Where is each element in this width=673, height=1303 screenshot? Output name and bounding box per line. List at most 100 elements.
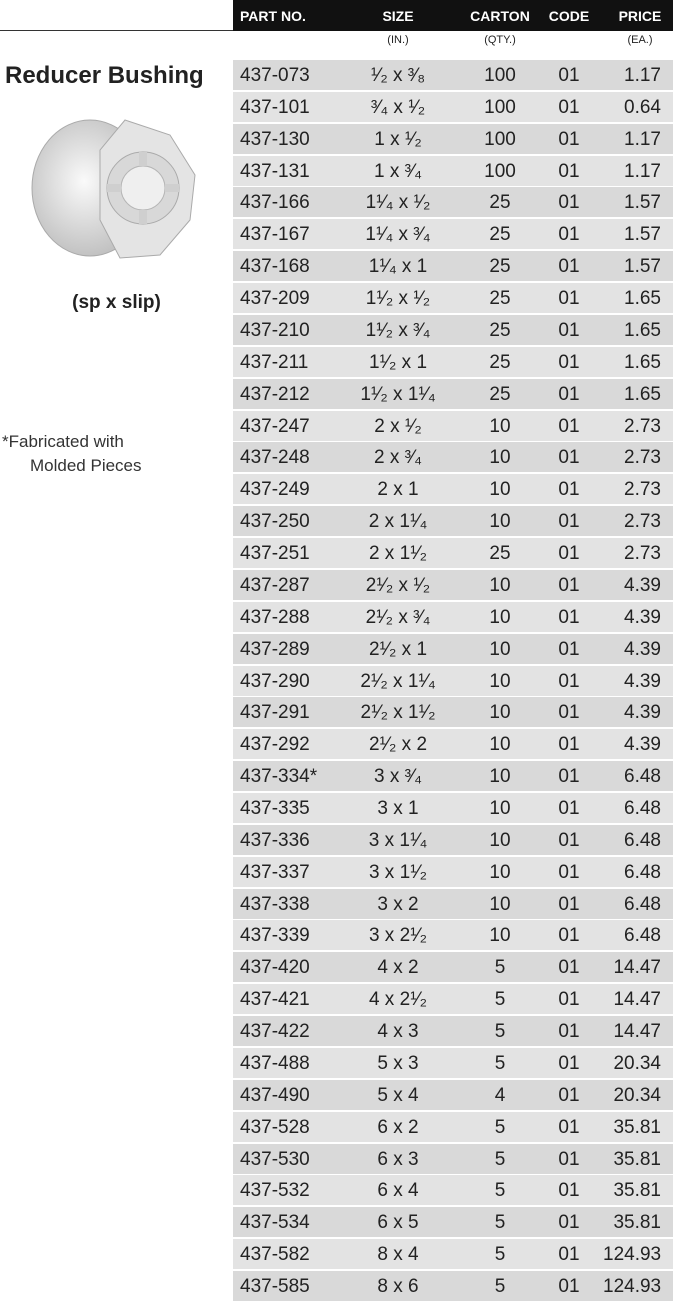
table-cell: 10 bbox=[489, 606, 511, 628]
table-cell: 1.57 bbox=[624, 192, 661, 214]
rule bbox=[0, 30, 233, 31]
table-row: 437-490 5 x 4 4 01 20.34 bbox=[233, 1079, 673, 1110]
table-cell: 10 bbox=[489, 670, 511, 692]
table-row: 437-335 3 x 1 10 01 6.48 bbox=[233, 793, 673, 823]
column-header: SIZE bbox=[382, 8, 414, 24]
table-cell: 5 bbox=[494, 1116, 506, 1138]
table-row: 437-130 1 x ¹⁄₂ 100 01 1.17 bbox=[233, 123, 673, 154]
table-cell: 2.73 bbox=[624, 447, 661, 469]
table-row: 437-420 4 x 2 5 01 14.47 bbox=[233, 952, 673, 983]
table-cell: 5 bbox=[494, 1244, 506, 1266]
table-row: 437-247 2 x ¹⁄₂ 10 01 2.73 bbox=[233, 410, 673, 441]
table-row: 437-250 2 x 1¹⁄₄ 10 01 2.73 bbox=[233, 506, 673, 537]
table-cell: 14.47 bbox=[613, 1021, 661, 1043]
table-cell: 01 bbox=[558, 893, 580, 915]
table-cell: 35.81 bbox=[613, 1180, 661, 1202]
table-cell: 437-421 bbox=[240, 989, 310, 1011]
table-cell: 437-210 bbox=[240, 319, 310, 341]
table-cell: 4 bbox=[494, 1084, 506, 1106]
table-cell: 10 bbox=[489, 798, 511, 819]
table-cell: 6.48 bbox=[624, 893, 661, 915]
table-row: 437-166 1¹⁄₄ x ¹⁄₂ 25 01 1.57 bbox=[233, 187, 673, 218]
table-cell: 6.48 bbox=[624, 861, 661, 883]
table-cell: 10 bbox=[489, 574, 511, 596]
table-cell: 8 x 6 bbox=[377, 1276, 419, 1298]
footnote: *Fabricated with bbox=[2, 432, 124, 451]
table-cell: 10 bbox=[489, 702, 511, 724]
product-note: (sp x slip) bbox=[72, 292, 161, 313]
table-cell: 437-337 bbox=[240, 861, 310, 883]
table-cell: 01 bbox=[558, 447, 580, 469]
table-cell: 6 x 3 bbox=[377, 1148, 419, 1170]
table-cell: 01 bbox=[558, 1021, 580, 1043]
table-cell: 3 x 2 bbox=[377, 893, 419, 915]
table-cell: 2¹⁄₂ x 1 bbox=[368, 638, 428, 660]
table-cell: 01 bbox=[558, 702, 580, 724]
table-cell: 437-167 bbox=[240, 224, 310, 246]
table-row: 437-488 5 x 3 5 01 20.34 bbox=[233, 1047, 673, 1078]
table-cell: 437-532 bbox=[240, 1180, 310, 1202]
table-cell: 2.73 bbox=[624, 479, 661, 501]
table-cell: 35.81 bbox=[613, 1148, 661, 1170]
table-cell: 3 x 2¹⁄₂ bbox=[368, 925, 428, 947]
table-row: 437-168 1¹⁄₄ x 1 25 01 1.57 bbox=[233, 251, 673, 282]
table-cell: 35.81 bbox=[613, 1212, 661, 1234]
table-cell: 10 bbox=[489, 511, 511, 533]
table-cell: 1.65 bbox=[624, 288, 661, 310]
table-row: 437-209 1¹⁄₂ x ¹⁄₂ 25 01 1.65 bbox=[233, 283, 673, 314]
table-cell: 01 bbox=[558, 638, 580, 660]
table-row: 437-582 8 x 4 5 01 124.93 bbox=[233, 1239, 673, 1270]
table-cell: 10 bbox=[489, 829, 511, 851]
table-cell: 437-251 bbox=[240, 543, 310, 565]
table-cell: 01 bbox=[558, 479, 580, 501]
table-cell: 10 bbox=[489, 638, 511, 660]
table-cell: ¹⁄₂ x ³⁄₈ bbox=[370, 65, 426, 86]
table-cell: 3 x 1¹⁄₄ bbox=[368, 829, 428, 851]
table-cell: 01 bbox=[558, 1116, 580, 1138]
table-cell: 1.57 bbox=[624, 256, 661, 278]
table-cell: 4.39 bbox=[624, 606, 661, 628]
table-cell: 25 bbox=[489, 383, 511, 405]
table-cell: 437-247 bbox=[240, 415, 310, 437]
table-cell: 437-490 bbox=[240, 1084, 310, 1106]
table-cell: 437-420 bbox=[240, 957, 310, 979]
table-cell: 2¹⁄₂ x 1¹⁄₄ bbox=[360, 670, 436, 692]
table-cell: 10 bbox=[489, 734, 511, 756]
table-row: 437-212 1¹⁄₂ x 1¹⁄₄ 25 01 1.65 bbox=[233, 378, 673, 409]
table-cell: 01 bbox=[558, 351, 580, 373]
table-cell: 1¹⁄₄ x ¹⁄₂ bbox=[365, 192, 431, 214]
table-cell: 4 x 3 bbox=[377, 1021, 419, 1043]
table-cell: 437-422 bbox=[240, 1021, 310, 1043]
unit-label: (IN.) bbox=[387, 34, 409, 46]
table-cell: 1¹⁄₂ x ³⁄₄ bbox=[365, 319, 431, 341]
table-cell: 3 x 1 bbox=[377, 798, 419, 819]
table-cell: 100 bbox=[484, 65, 516, 86]
table-cell: 10 bbox=[489, 893, 511, 915]
table-cell: 1.17 bbox=[624, 160, 661, 182]
table-row: 437-287 2¹⁄₂ x ¹⁄₂ 10 01 4.39 bbox=[233, 569, 673, 600]
table-cell: 437-291 bbox=[240, 702, 310, 724]
table-cell: 01 bbox=[558, 1148, 580, 1170]
table-cell: 437-250 bbox=[240, 511, 310, 533]
table-row: 437-131 1 x ³⁄₄ 100 01 1.17 bbox=[233, 155, 673, 186]
table-cell: 01 bbox=[558, 224, 580, 246]
table-cell: 437-488 bbox=[240, 1052, 310, 1074]
table-cell: 01 bbox=[558, 989, 580, 1011]
table-cell: 14.47 bbox=[613, 989, 661, 1011]
table-row: 437-210 1¹⁄₂ x ³⁄₄ 25 01 1.65 bbox=[233, 314, 673, 345]
table-cell: 25 bbox=[489, 256, 511, 278]
table-cell: 2 x ³⁄₄ bbox=[374, 447, 422, 469]
table-cell: 437-101 bbox=[240, 96, 310, 118]
table-cell: 10 bbox=[489, 861, 511, 883]
table-cell: 01 bbox=[558, 829, 580, 851]
table-cell: 3 x 1¹⁄₂ bbox=[368, 861, 428, 883]
table-cell: 10 bbox=[489, 925, 511, 947]
table-cell: 01 bbox=[558, 1084, 580, 1106]
table-cell: 1¹⁄₂ x 1¹⁄₄ bbox=[360, 383, 436, 405]
table-cell: 5 bbox=[494, 1052, 506, 1074]
table-cell: 01 bbox=[558, 574, 580, 596]
table-cell: 2¹⁄₂ x 2 bbox=[368, 734, 428, 756]
table-cell: 437-338 bbox=[240, 893, 310, 915]
table-cell: 01 bbox=[558, 256, 580, 278]
